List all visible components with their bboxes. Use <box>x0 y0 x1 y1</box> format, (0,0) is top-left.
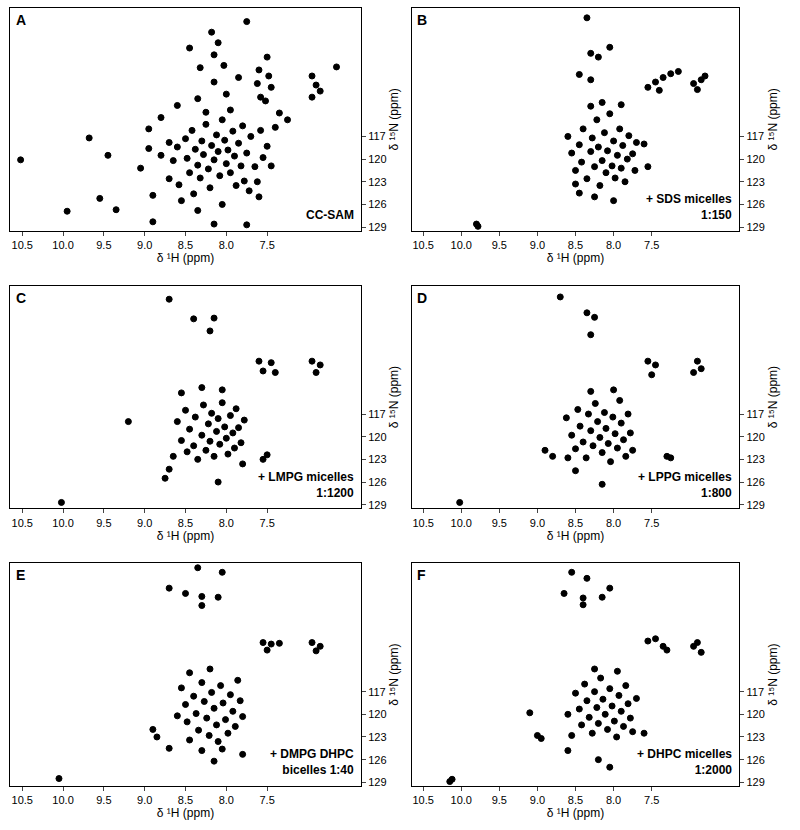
svg-text:126: 126 <box>747 476 765 488</box>
svg-text:9.0: 9.0 <box>530 794 545 806</box>
svg-text:9.0: 9.0 <box>530 239 545 251</box>
svg-text:8.5: 8.5 <box>568 239 583 251</box>
svg-text:10.0: 10.0 <box>451 239 472 251</box>
svg-text:+ SDS micelles1:150: + SDS micelles1:150 <box>646 192 732 222</box>
svg-text:123: 123 <box>747 176 765 188</box>
svg-text:117: 117 <box>747 130 765 142</box>
svg-text:δ ¹H (ppm): δ ¹H (ppm) <box>547 529 604 543</box>
svg-text:117: 117 <box>368 130 386 142</box>
svg-text:9.5: 9.5 <box>492 239 507 251</box>
svg-text:9.5: 9.5 <box>492 794 507 806</box>
svg-text:10.0: 10.0 <box>52 794 73 806</box>
svg-text:7.5: 7.5 <box>259 239 274 251</box>
svg-text:117: 117 <box>747 686 765 698</box>
svg-text:8.5: 8.5 <box>568 794 583 806</box>
svg-text:8.5: 8.5 <box>178 239 193 251</box>
svg-text:δ ¹H (ppm): δ ¹H (ppm) <box>157 529 214 543</box>
svg-text:126: 126 <box>368 198 386 210</box>
svg-text:9.0: 9.0 <box>137 794 152 806</box>
svg-text:9.0: 9.0 <box>137 239 152 251</box>
svg-text:δ ¹⁵N (ppm): δ ¹⁵N (ppm) <box>387 366 401 428</box>
svg-text:7.5: 7.5 <box>259 794 274 806</box>
svg-text:δ ¹⁵N (ppm): δ ¹⁵N (ppm) <box>766 88 780 150</box>
svg-text:7.5: 7.5 <box>259 517 274 529</box>
svg-text:123: 123 <box>368 453 386 465</box>
svg-text:+ LPPG micelles1:800: + LPPG micelles1:800 <box>638 470 732 500</box>
svg-text:129: 129 <box>368 776 386 788</box>
svg-text:129: 129 <box>368 499 386 511</box>
svg-text:8.0: 8.0 <box>219 239 234 251</box>
svg-text:117: 117 <box>368 686 386 698</box>
svg-text:10.0: 10.0 <box>451 517 472 529</box>
svg-text:8.0: 8.0 <box>219 517 234 529</box>
svg-text:126: 126 <box>368 476 386 488</box>
svg-text:B: B <box>417 12 427 28</box>
svg-text:A: A <box>16 12 26 28</box>
svg-text:117: 117 <box>368 408 386 420</box>
svg-text:8.5: 8.5 <box>568 517 583 529</box>
svg-text:120: 120 <box>747 708 765 720</box>
svg-text:8.0: 8.0 <box>606 794 621 806</box>
svg-text:10.5: 10.5 <box>12 794 33 806</box>
svg-text:10.0: 10.0 <box>52 239 73 251</box>
svg-text:δ ¹⁵N (ppm): δ ¹⁵N (ppm) <box>766 366 780 428</box>
svg-text:8.0: 8.0 <box>606 517 621 529</box>
svg-text:9.5: 9.5 <box>96 794 111 806</box>
svg-text:120: 120 <box>747 431 765 443</box>
svg-text:123: 123 <box>747 453 765 465</box>
svg-text:129: 129 <box>368 221 386 233</box>
svg-text:123: 123 <box>368 176 386 188</box>
svg-text:123: 123 <box>747 731 765 743</box>
svg-text:10.5: 10.5 <box>412 239 433 251</box>
svg-text:10.5: 10.5 <box>12 517 33 529</box>
svg-text:120: 120 <box>368 153 386 165</box>
svg-text:9.5: 9.5 <box>96 517 111 529</box>
svg-text:10.5: 10.5 <box>12 239 33 251</box>
svg-text:δ ¹H (ppm): δ ¹H (ppm) <box>547 806 604 820</box>
svg-text:7.5: 7.5 <box>644 794 659 806</box>
svg-text:δ ¹H (ppm): δ ¹H (ppm) <box>157 251 214 265</box>
svg-text:123: 123 <box>368 731 386 743</box>
svg-text:126: 126 <box>747 198 765 210</box>
svg-text:F: F <box>417 567 426 583</box>
svg-text:δ ¹⁵N (ppm): δ ¹⁵N (ppm) <box>766 643 780 705</box>
svg-text:8.0: 8.0 <box>219 794 234 806</box>
svg-text:E: E <box>16 567 25 583</box>
svg-text:δ ¹H (ppm): δ ¹H (ppm) <box>157 806 214 820</box>
svg-text:10.0: 10.0 <box>52 517 73 529</box>
svg-text:9.0: 9.0 <box>137 517 152 529</box>
svg-text:8.0: 8.0 <box>606 239 621 251</box>
svg-text:10.5: 10.5 <box>412 794 433 806</box>
svg-text:10.0: 10.0 <box>451 794 472 806</box>
svg-text:120: 120 <box>368 708 386 720</box>
svg-text:7.5: 7.5 <box>644 239 659 251</box>
svg-text:CC-SAM: CC-SAM <box>306 208 354 222</box>
svg-text:+ LMPG micelles1:1200: + LMPG micelles1:1200 <box>258 470 354 500</box>
svg-text:8.5: 8.5 <box>178 794 193 806</box>
svg-text:C: C <box>16 290 26 306</box>
svg-text:δ ¹⁵N (ppm): δ ¹⁵N (ppm) <box>387 88 401 150</box>
svg-text:7.5: 7.5 <box>644 517 659 529</box>
svg-text:8.5: 8.5 <box>178 517 193 529</box>
svg-text:D: D <box>417 290 427 306</box>
svg-text:117: 117 <box>747 408 765 420</box>
svg-text:δ ¹H (ppm): δ ¹H (ppm) <box>547 251 604 265</box>
svg-text:9.5: 9.5 <box>96 239 111 251</box>
svg-text:+ DHPC micelles1:2000: + DHPC micelles1:2000 <box>637 747 732 777</box>
svg-text:129: 129 <box>747 221 765 233</box>
svg-text:10.5: 10.5 <box>412 517 433 529</box>
svg-text:129: 129 <box>747 776 765 788</box>
svg-text:126: 126 <box>747 754 765 766</box>
svg-text:9.0: 9.0 <box>530 517 545 529</box>
svg-text:129: 129 <box>747 499 765 511</box>
svg-text:+ DMPG DHPCbicelles 1:40: + DMPG DHPCbicelles 1:40 <box>270 747 354 777</box>
svg-text:120: 120 <box>368 431 386 443</box>
svg-text:126: 126 <box>368 754 386 766</box>
svg-text:δ ¹⁵N (ppm): δ ¹⁵N (ppm) <box>387 643 401 705</box>
svg-text:9.5: 9.5 <box>492 517 507 529</box>
svg-text:120: 120 <box>747 153 765 165</box>
